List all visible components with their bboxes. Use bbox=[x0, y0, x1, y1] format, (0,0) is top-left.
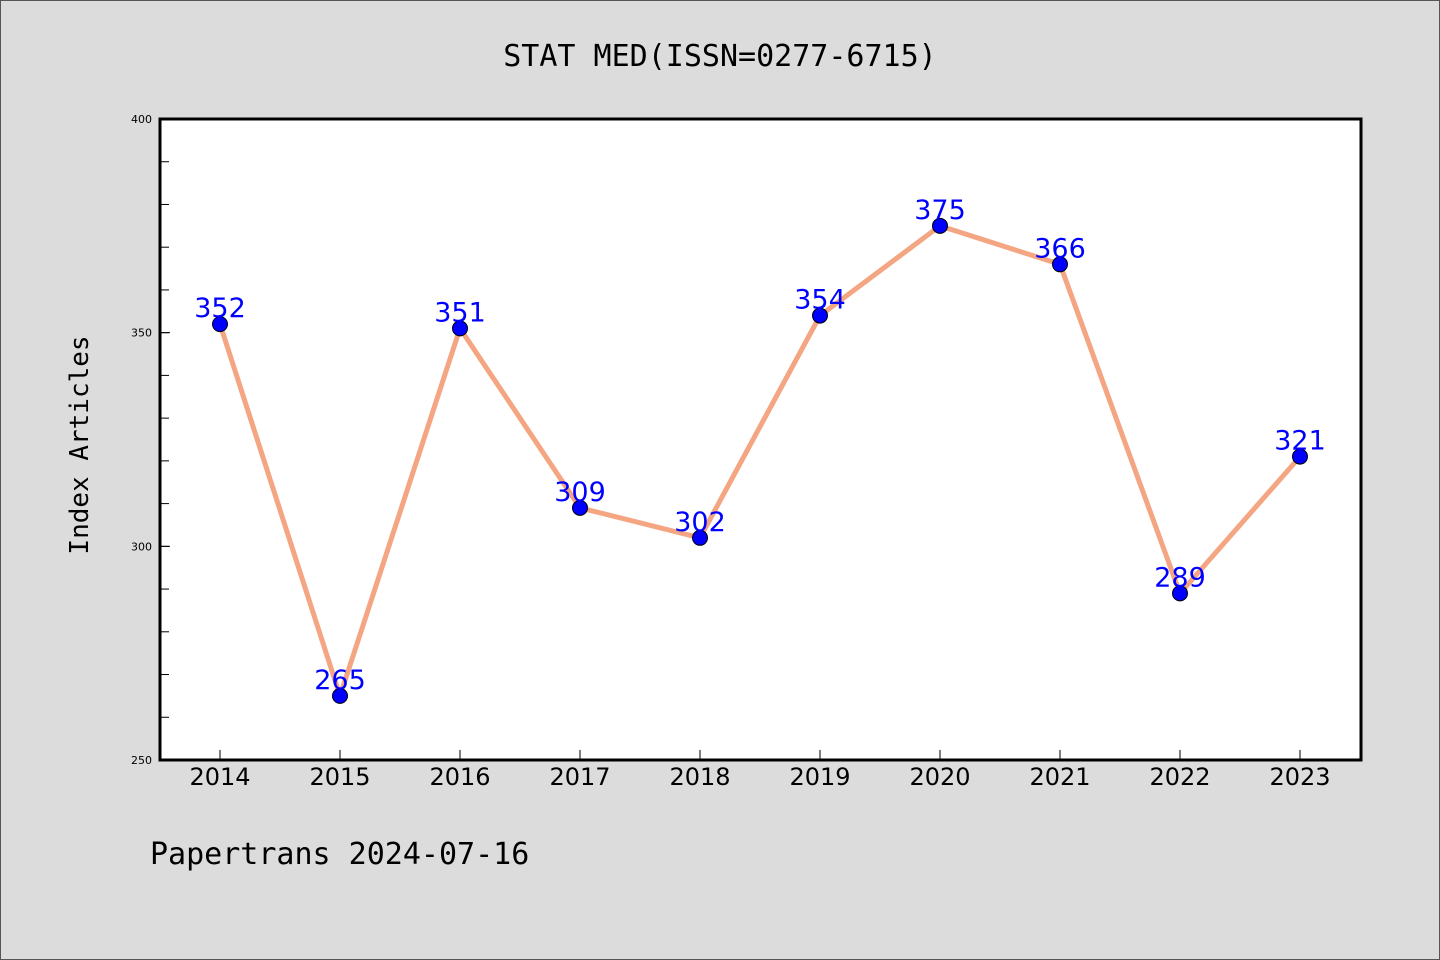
x-tick-label: 2018 bbox=[669, 763, 730, 791]
y-axis-label: Index Articles bbox=[65, 335, 95, 554]
y-axis-ticks: 250 300 350 400 bbox=[131, 113, 170, 767]
x-tick-label: 2014 bbox=[189, 763, 250, 791]
data-point bbox=[572, 499, 588, 516]
y-tick-label: 300 bbox=[131, 540, 152, 553]
data-label: 351 bbox=[434, 297, 486, 328]
data-label: 302 bbox=[674, 507, 726, 538]
data-point bbox=[332, 687, 348, 704]
data-label: 354 bbox=[794, 285, 846, 316]
x-tick-label: 2015 bbox=[309, 763, 370, 791]
x-tick-label: 2017 bbox=[549, 763, 610, 791]
x-tick-label: 2016 bbox=[429, 763, 490, 791]
y-tick-label: 250 bbox=[131, 754, 152, 767]
data-labels: 352 265 351 309 302 354 375 366 289 321 bbox=[194, 195, 1326, 696]
plot-frame bbox=[158, 117, 1363, 762]
x-tick-label: 2022 bbox=[1149, 763, 1210, 791]
data-label: 375 bbox=[914, 195, 966, 226]
data-label: 321 bbox=[1274, 426, 1326, 457]
data-label: 366 bbox=[1034, 233, 1086, 264]
data-point bbox=[1052, 256, 1068, 273]
x-tick-label: 2021 bbox=[1029, 763, 1090, 791]
data-point bbox=[212, 316, 228, 333]
data-markers bbox=[212, 217, 1308, 704]
data-label: 265 bbox=[314, 665, 366, 696]
data-point bbox=[692, 529, 708, 546]
data-point bbox=[812, 307, 828, 324]
data-point bbox=[452, 320, 468, 337]
series-line bbox=[217, 223, 1303, 699]
data-label: 309 bbox=[554, 477, 606, 508]
x-tick-label: 2019 bbox=[789, 763, 850, 791]
data-point bbox=[1172, 585, 1188, 602]
y-tick-label: 400 bbox=[131, 113, 152, 126]
x-tick-label: 2023 bbox=[1269, 763, 1330, 791]
series-line-group bbox=[217, 223, 1303, 699]
data-point bbox=[932, 217, 948, 234]
y-tick-label: 350 bbox=[131, 327, 152, 340]
data-label: 289 bbox=[1154, 562, 1206, 593]
plot-area bbox=[160, 119, 1361, 760]
x-axis-ticks: 2014 2015 2016 2017 2018 2019 2020 2021 2022 2023 bbox=[189, 750, 1331, 791]
data-point bbox=[1292, 448, 1308, 465]
footer-watermark: Papertrans 2024-07-16 bbox=[150, 837, 529, 872]
data-label: 352 bbox=[194, 293, 246, 324]
x-tick-label: 2020 bbox=[909, 763, 970, 791]
chart-title: STAT MED(ISSN=0277-6715) bbox=[503, 39, 936, 74]
